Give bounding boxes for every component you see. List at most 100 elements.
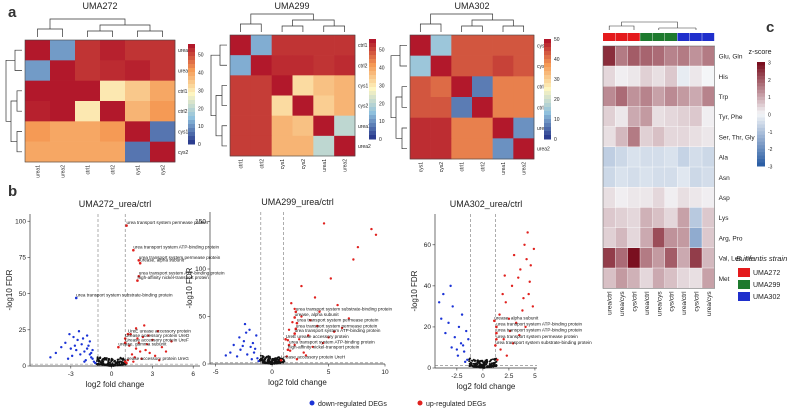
x-tick-label: -3 [68,371,74,378]
point-up [144,348,147,352]
point-down [451,305,454,308]
point-annotation: urea transport system permease protein [296,323,378,328]
point-down [54,351,58,355]
zscore-cell [615,227,628,248]
point-up [134,327,138,330]
heatmap-cell [100,121,126,142]
point-down [85,334,89,337]
heatmap-cell [271,115,293,137]
point-labeled [495,325,498,329]
x-tick-label: 10 [381,369,389,376]
colorbar-segment [188,48,195,53]
colorbar-tick-label: 40 [379,66,385,72]
point-up [356,245,360,249]
zscore-colorbar-tick-label: 2 [768,78,771,84]
point-annotation: urea transport system substrate-binding … [495,340,592,345]
zscore-row-label: Glu, Gln [719,54,743,61]
point-down [76,338,79,342]
point-up [525,257,528,261]
point-nonsignificant [103,358,106,361]
column-label: ctrl1 [460,162,466,172]
colorbar-segment [369,119,376,124]
zscore-cell [689,248,702,268]
heatmap-cell [334,75,356,96]
point-nonsignificant [266,359,269,362]
point-labeled [132,248,135,252]
zscore-cell [677,66,690,86]
colorbar-segment [544,63,551,68]
point-up [164,350,168,353]
point-up [143,324,146,327]
point-nonsignificant [492,358,495,361]
point-annotation: UreE urease accessory protein [286,334,350,339]
heatmap-cell [334,95,356,116]
zscore-cell [702,86,715,107]
point-down [80,343,83,346]
point-down [248,328,251,331]
zscore-cell [615,46,628,66]
point-down [66,357,70,360]
column-label: cys2 [439,162,445,173]
strain-label-uma302: UMA302 [753,294,780,301]
strain-annotation-cell [689,33,702,41]
point-up [141,335,145,339]
x-tick-label: 0 [110,371,114,378]
point-up [148,351,151,355]
point-nonsignificant [488,364,491,367]
heatmap-cell [410,138,431,160]
point-up [524,325,527,329]
point-down [94,361,97,365]
zscore-cell [689,147,702,167]
heatmap-cell [410,76,431,98]
zscore-column-label: urea/cys [706,291,713,316]
row-label: ctrl1 [178,89,188,95]
colorbar-tick-label: 50 [198,53,204,59]
colorbar-segment [544,59,551,64]
heatmap-cell [451,138,473,160]
zscore-cell [665,46,677,66]
point-nonsignificant [469,364,472,367]
point-down [456,354,460,357]
column-label: urea2 [61,165,67,178]
heatmap-cell [334,135,356,157]
y-axis-title: -log10 FDR [410,270,419,311]
point-annotation: urea transport system permease protein [496,334,578,339]
zscore-cell [640,106,653,127]
legend-down-marker [309,400,315,406]
heatmap-cell [334,115,356,137]
point-annotation: urea transport system ATP-binding protei… [289,340,375,345]
zscore-colorbar-tick-label: -3 [768,165,773,171]
zscore-cell [677,227,690,248]
point-nonsignificant [488,366,491,369]
heatmap-uma272: UMA272 urea1 urea2 ctrl1 ctrl2 cys1 cys2 urea1 u… [5,1,204,178]
colorbar-segment [544,75,551,80]
point-up [145,343,149,346]
point-up [291,321,294,324]
panel-label-b: b [8,183,17,200]
zscore-colorbar-segment [757,89,765,94]
zscore-cell [702,227,715,248]
point-down [243,322,247,326]
point-up [137,341,140,345]
x-axis-title: log2 fold change [457,382,516,391]
column-label: urea1 [322,159,328,172]
point-up [505,354,509,357]
row-label: urea1 [178,48,191,54]
point-down [256,357,259,360]
point-labeled [293,316,296,319]
colorbar-segment [544,99,551,104]
colorbar-segment [369,67,376,72]
zscore-cell [652,167,665,187]
zscore-row-label: Ala [719,155,729,162]
point-nonsignificant [276,358,279,361]
colorbar-segment [544,95,551,100]
zscore-cell [652,46,665,66]
point-nonsignificant [277,359,280,362]
point-annotation: high-affinity nickel-transport protein [137,275,209,280]
colorbar-segment [544,115,551,120]
point-down [232,343,235,347]
y-tick-label: 150 [195,219,206,226]
heatmap-cell [230,95,252,116]
x-axis-title: log2 fold change [268,378,327,387]
